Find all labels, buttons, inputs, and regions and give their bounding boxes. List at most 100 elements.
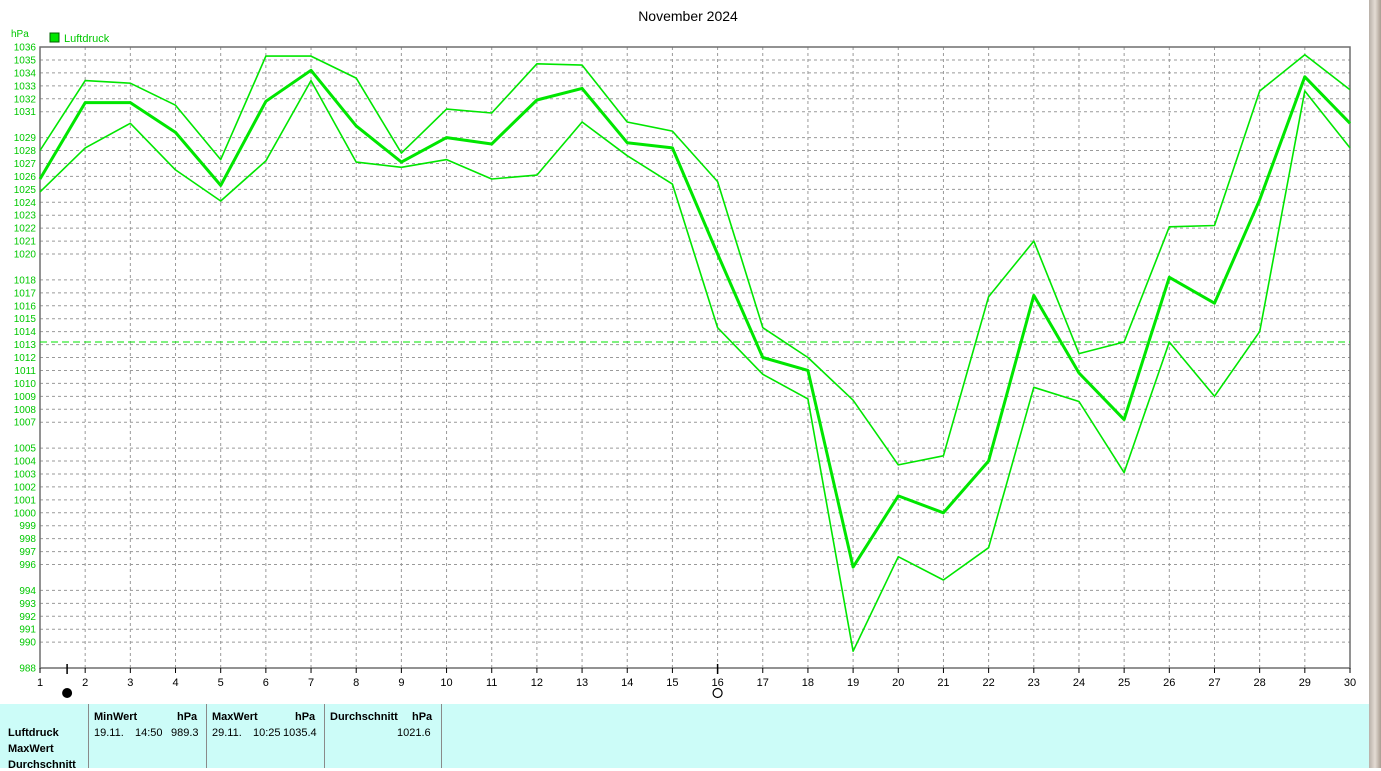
max-panel: MaxWert hPa 29.11. 10:25 1035.4 [206,704,324,768]
x-tick-label: 29 [1299,677,1311,689]
y-tick-label: 997 [19,547,36,558]
x-tick-label: 8 [353,677,359,689]
y-tick-label: 1020 [14,250,37,261]
min-value: 989.3 [171,727,199,739]
y-tick-label: 1033 [14,81,37,92]
stats-panel: Luftdruck MaxWert Durchschnitt MinWert h… [0,704,1369,771]
y-tick-label: 1023 [14,211,37,222]
row-label-durchschnitt: Durchschnitt [8,759,76,771]
x-tick-label: 26 [1163,677,1175,689]
y-tick-label: 1021 [14,237,37,248]
y-tick-label: 999 [19,521,36,532]
series-line-max [39,53,1351,466]
x-tick-label: 27 [1208,677,1220,689]
min-header: MinWert [94,711,138,723]
avg-value: 1021.6 [397,727,431,739]
x-tick-label: 13 [576,677,588,689]
max-value: 1035.4 [283,727,317,739]
x-tick-label: 9 [398,677,404,689]
y-tick-label: 1011 [14,366,36,377]
y-tick-label: 1014 [14,327,37,338]
x-tick-label: 28 [1254,677,1266,689]
y-tick-label: 1003 [14,469,37,480]
y-tick-label: 1015 [14,314,37,325]
x-tick-label: 1 [37,677,43,689]
y-tick-label: 990 [19,638,36,649]
x-tick-label: 3 [127,677,133,689]
chart-title: November 2024 [638,8,738,24]
x-tick-label: 22 [982,677,994,689]
y-tick-label: 998 [19,534,36,545]
x-tick-label: 24 [1073,677,1085,689]
min-unit: hPa [177,711,198,723]
y-tick-label: 1026 [14,172,37,183]
x-tick-label: 17 [757,677,769,689]
x-tick-label: 19 [847,677,859,689]
avg-panel: Durchschnitt hPa 1021.6 [324,704,442,768]
avg-header: Durchschnitt [330,711,398,723]
y-tick-label: 992 [19,612,36,623]
y-tick-label: 1005 [14,444,37,455]
min-time: 14:50 [135,727,163,739]
x-tick-label: 25 [1118,677,1130,689]
min-date: 19.11. [94,727,124,739]
x-tick-label: 20 [892,677,904,689]
legend-label: Luftdruck [64,33,110,45]
series-lines [38,53,1352,653]
legend-swatch [49,32,60,43]
y-tick-label: 1018 [14,275,37,286]
y-tick-label: 1000 [14,508,37,519]
x-axis-ticks: 1 2 3 4 5 6 7 8 9 10 11 12 13 14 15 16 17 18 19 20 21 22 23 24 2… [37,668,1356,689]
y-tick-label: 1024 [14,198,37,209]
y-tick-label: 1022 [14,224,37,235]
y-tick-label: 991 [19,625,36,636]
y-tick-label: 1004 [14,457,37,468]
y-tick-label: 1002 [14,482,37,493]
y-tick-label: 1034 [14,68,37,79]
x-tick-label: 4 [172,677,178,689]
row-label-maxwert: MaxWert [8,743,54,755]
y-tick-label: 996 [19,560,36,571]
x-tick-label: 23 [1028,677,1040,689]
y-tick-label: 1009 [14,392,37,403]
series-line-min [39,79,1351,653]
max-header: MaxWert [212,711,258,723]
plot-frame [39,46,1351,669]
y-tick-label: 1001 [14,495,37,506]
y-tick-label: 1036 [14,43,37,54]
y-tick-label: 994 [19,586,36,597]
y-tick-label: 1027 [14,159,37,170]
x-tick-label: 5 [218,677,224,689]
grid [39,46,1351,669]
min-panel: MinWert hPa 19.11. 14:50 989.3 [88,704,206,768]
x-tick-label: 18 [802,677,814,689]
new-moon-icon [62,688,73,698]
x-tick-label: 11 [486,677,497,689]
y-tick-label: 1028 [14,146,37,157]
x-tick-label: 30 [1344,677,1356,689]
y-tick-label: 1029 [14,133,37,144]
y-tick-label: 1008 [14,405,37,416]
y-tick-label: 1013 [14,340,37,351]
pressure-chart: November 2024 hPa Luftdruck 103610351034… [11,8,1356,699]
y-tick-label: 1032 [14,94,37,105]
y-tick-label: 1017 [14,288,37,299]
window-edge [1369,0,1381,768]
x-tick-label: 21 [937,677,949,689]
y-axis-unit: hPa [11,29,29,40]
x-tick-label: 16 [711,677,723,689]
y-tick-label: 1016 [14,301,37,312]
max-date: 29.11. [212,727,242,739]
max-time: 10:25 [253,727,281,739]
max-unit: hPa [295,711,316,723]
y-tick-label: 1010 [14,379,37,390]
x-tick-label: 2 [82,677,88,689]
y-tick-label: 1012 [14,353,37,364]
x-tick-label: 7 [308,677,314,689]
x-tick-label: 6 [263,677,269,689]
avg-unit: hPa [412,711,433,723]
row-label-luftdruck: Luftdruck [8,727,59,739]
full-moon-icon [712,687,723,699]
series-line-avg [38,68,1352,569]
